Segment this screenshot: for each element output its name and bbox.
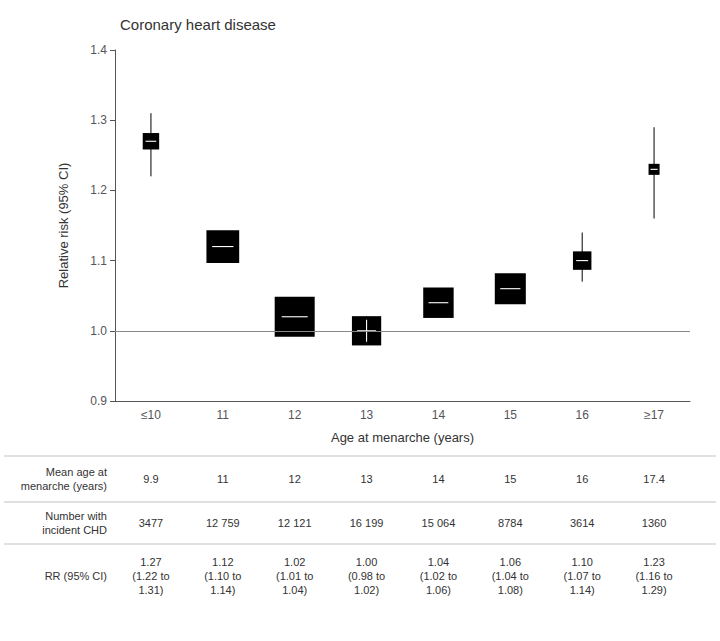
svg-text:1.12: 1.12 bbox=[212, 556, 233, 568]
svg-text:16: 16 bbox=[576, 473, 588, 485]
svg-text:16: 16 bbox=[576, 408, 590, 422]
svg-text:1.27: 1.27 bbox=[140, 556, 161, 568]
svg-text:(1.02 to: (1.02 to bbox=[420, 570, 457, 582]
svg-text:14: 14 bbox=[432, 473, 444, 485]
svg-text:9.9: 9.9 bbox=[143, 473, 158, 485]
svg-text:(1.10 to: (1.10 to bbox=[204, 570, 241, 582]
svg-text:17.4: 17.4 bbox=[643, 473, 664, 485]
svg-text:12 759: 12 759 bbox=[206, 517, 240, 529]
svg-text:0.9: 0.9 bbox=[90, 394, 107, 408]
svg-text:15 064: 15 064 bbox=[422, 517, 456, 529]
svg-text:12: 12 bbox=[288, 408, 302, 422]
svg-text:1.3: 1.3 bbox=[90, 113, 107, 127]
svg-text:11: 11 bbox=[217, 408, 230, 422]
svg-text:12 121: 12 121 bbox=[278, 517, 312, 529]
svg-text:14: 14 bbox=[432, 408, 446, 422]
svg-text:1.14): 1.14) bbox=[570, 584, 595, 596]
svg-text:≥17: ≥17 bbox=[644, 408, 664, 422]
svg-text:(0.98 to: (0.98 to bbox=[348, 570, 385, 582]
svg-text:≤10: ≤10 bbox=[141, 408, 161, 422]
svg-text:1.06): 1.06) bbox=[426, 584, 451, 596]
svg-text:1.10: 1.10 bbox=[571, 556, 592, 568]
svg-text:13: 13 bbox=[360, 473, 372, 485]
svg-text:11: 11 bbox=[217, 473, 228, 485]
svg-text:13: 13 bbox=[360, 408, 374, 422]
svg-text:12: 12 bbox=[289, 473, 301, 485]
svg-text:1.08): 1.08) bbox=[498, 584, 523, 596]
svg-text:Age at menarche (years): Age at menarche (years) bbox=[331, 430, 474, 445]
svg-text:1.0: 1.0 bbox=[90, 324, 107, 338]
svg-text:Number with: Number with bbox=[45, 510, 107, 522]
svg-text:1.14): 1.14) bbox=[210, 584, 235, 596]
svg-text:1.31): 1.31) bbox=[138, 584, 163, 596]
svg-text:(1.04 to: (1.04 to bbox=[492, 570, 529, 582]
svg-text:Relative risk (95% CI): Relative risk (95% CI) bbox=[56, 163, 71, 289]
svg-text:1.29): 1.29) bbox=[642, 584, 667, 596]
svg-text:(1.22 to: (1.22 to bbox=[132, 570, 169, 582]
svg-text:15: 15 bbox=[504, 473, 516, 485]
svg-text:1.04: 1.04 bbox=[428, 556, 449, 568]
svg-text:(1.07 to: (1.07 to bbox=[564, 570, 601, 582]
svg-text:Coronary heart disease: Coronary heart disease bbox=[120, 16, 276, 33]
svg-text:8784: 8784 bbox=[498, 517, 522, 529]
svg-text:1.4: 1.4 bbox=[90, 43, 107, 57]
svg-text:1.23: 1.23 bbox=[643, 556, 664, 568]
svg-text:menarche (years): menarche (years) bbox=[21, 480, 107, 492]
svg-text:1.06: 1.06 bbox=[500, 556, 521, 568]
svg-text:Mean age at: Mean age at bbox=[46, 466, 107, 478]
svg-text:(1.16 to: (1.16 to bbox=[635, 570, 672, 582]
svg-text:3477: 3477 bbox=[139, 517, 163, 529]
svg-text:1.00: 1.00 bbox=[356, 556, 377, 568]
svg-text:1.1: 1.1 bbox=[90, 254, 107, 268]
svg-text:incident CHD: incident CHD bbox=[42, 524, 107, 536]
svg-text:RR (95% CI): RR (95% CI) bbox=[45, 570, 107, 582]
svg-text:1.04): 1.04) bbox=[282, 584, 307, 596]
svg-text:1.2: 1.2 bbox=[90, 183, 107, 197]
svg-text:15: 15 bbox=[504, 408, 518, 422]
svg-text:16 199: 16 199 bbox=[350, 517, 384, 529]
svg-text:(1.01 to: (1.01 to bbox=[276, 570, 313, 582]
svg-text:1.02: 1.02 bbox=[284, 556, 305, 568]
svg-text:3614: 3614 bbox=[570, 517, 594, 529]
svg-text:1.02): 1.02) bbox=[354, 584, 379, 596]
svg-text:1360: 1360 bbox=[642, 517, 666, 529]
